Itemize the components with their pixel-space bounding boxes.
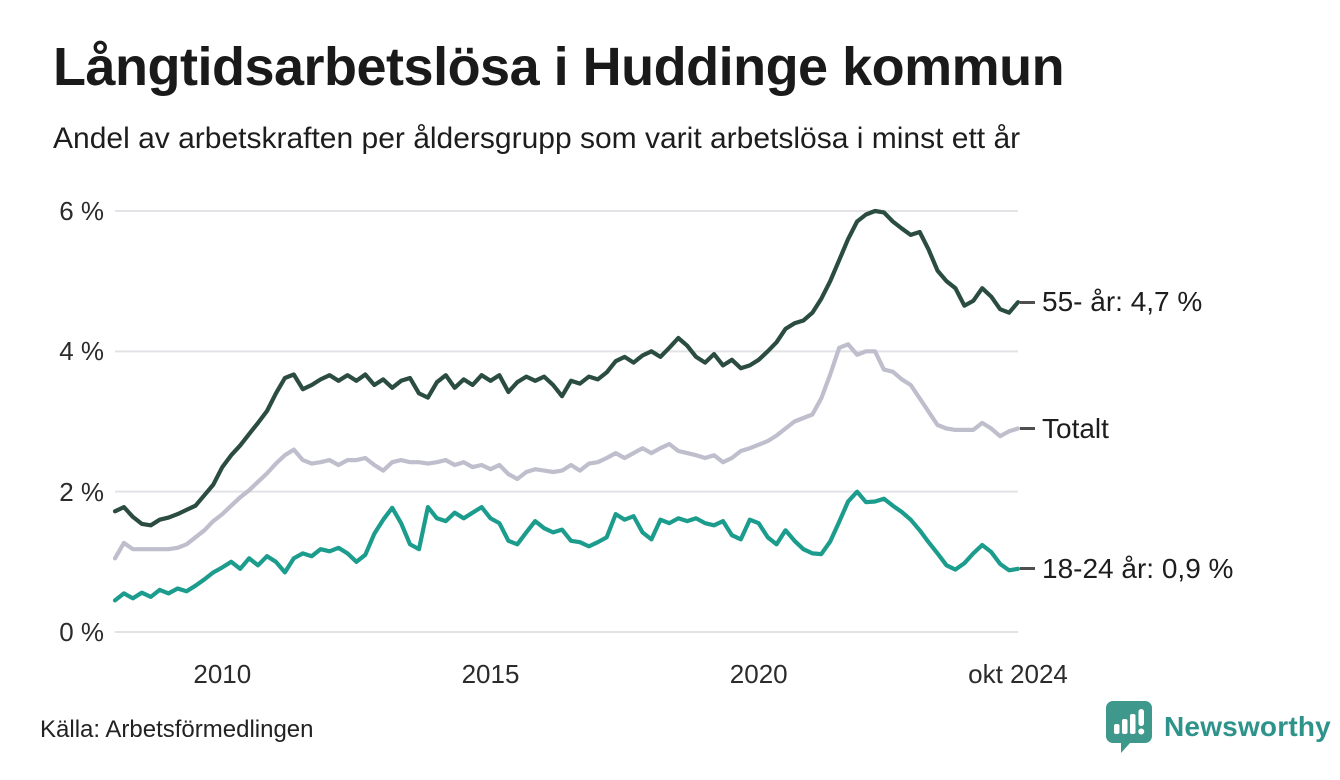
- series-end-label-text: Totalt: [1042, 412, 1109, 444]
- x-tick-label: okt 2024: [968, 659, 1068, 689]
- y-tick-label: 0 %: [59, 617, 104, 647]
- series-line-18-24-r: [112, 489, 1021, 603]
- label-tick-dash: [1020, 567, 1035, 571]
- chart-title: Långtidsarbetslösa i Huddinge kommun: [53, 37, 1065, 97]
- series-end-label-totalt: Totalt: [1020, 412, 1109, 446]
- series-end-label-18-24: 18-24 år: 0,9 %: [1020, 552, 1233, 586]
- x-tick-label: 2020: [729, 659, 788, 689]
- newsworthy-logo: Newsworthy: [1105, 700, 1331, 754]
- x-tick-label: 2010: [193, 659, 252, 689]
- y-tick-label: 4 %: [59, 336, 104, 367]
- series-end-label-text: 18-24 år: 0,9 %: [1042, 552, 1234, 584]
- label-tick-dash: [1020, 427, 1035, 431]
- newsworthy-wordmark: Newsworthy: [1164, 711, 1331, 742]
- label-tick-dash: [1020, 300, 1035, 304]
- source-note: Källa: Arbetsförmedlingen: [40, 716, 314, 743]
- series-line-Totalt: [112, 342, 1021, 561]
- series-end-label-55: 55- år: 4,7 %: [1020, 285, 1202, 319]
- series-end-label-text: 55- år: 4,7 %: [1042, 286, 1203, 318]
- y-tick-label: 2 %: [59, 476, 104, 507]
- chart-subtitle: Andel av arbetskraften per åldersgrupp s…: [53, 122, 1021, 155]
- y-tick-label: 6 %: [59, 195, 104, 226]
- series-line-55-r: [112, 208, 1021, 528]
- newsworthy-bubble-chart-icon: [1106, 701, 1152, 753]
- x-tick-label: 2015: [461, 659, 520, 689]
